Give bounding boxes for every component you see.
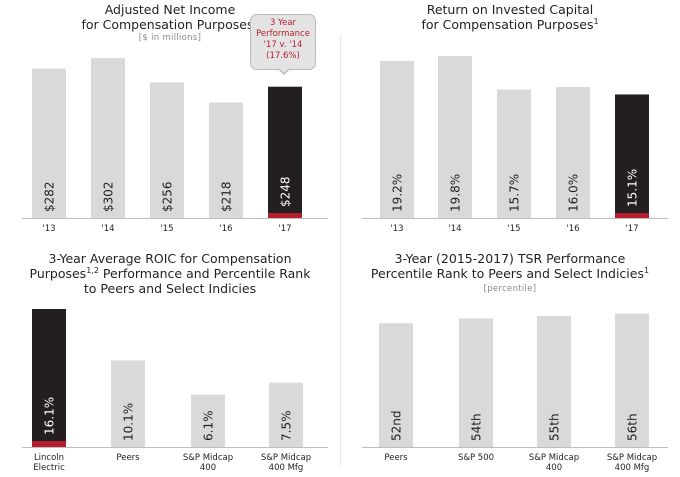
panel-2-title: Return on Invested Capital for Compensat… (340, 2, 680, 32)
value-label: 56th (626, 413, 640, 441)
bar (191, 394, 225, 447)
value-label: $302 (102, 181, 116, 212)
callout-pointer-fill (279, 68, 289, 73)
highlight-bar-accent (615, 213, 649, 218)
highlight-bar (268, 86, 302, 219)
panel-1-subtitle: [$ in millions] (138, 33, 202, 43)
value-label: 15.1% (626, 169, 640, 207)
category-label: Electric (33, 463, 65, 473)
highlight-bar (32, 309, 66, 447)
bar (91, 58, 125, 218)
value-label: 15.7% (508, 174, 522, 212)
bar (209, 102, 243, 218)
panel-3-title-line2: Purposes1,2 Performance and Percentile R… (0, 266, 340, 281)
value-label: $248 (279, 176, 293, 207)
bar (111, 360, 145, 447)
panel-3-title-line3: to Peers and Select Indicies (83, 281, 257, 296)
value-label: 19.8% (449, 174, 463, 212)
category-label: S&P Midcap (261, 453, 311, 463)
value-label: 54th (470, 413, 484, 441)
category-label: '14 (448, 224, 461, 234)
bar (32, 68, 66, 219)
panel-1-title-line1: Adjusted Net Income (104, 2, 236, 17)
panel-1-chart: $282 '13 $302 '14 $256 '15 $218 '16 $248 '17 (22, 58, 328, 234)
panel-3-title-line2-start: Purposes (29, 266, 87, 281)
category-label: '17 (278, 224, 291, 234)
panel-2-title-line1: Return on Invested Capital (426, 2, 594, 17)
value-label: 16.0% (567, 174, 581, 212)
bar (497, 89, 531, 218)
bar (537, 316, 571, 447)
category-label: '15 (160, 224, 173, 234)
footnote-marker: 1 (643, 265, 650, 275)
category-label: S&P 500 (458, 453, 494, 463)
panel-4-title-line2: Percentile Rank to Peers and Select Indi… (340, 266, 680, 281)
callout-line-3: '17 v. '14 (263, 40, 303, 50)
category-label: Peers (116, 453, 140, 463)
value-label: $256 (161, 181, 175, 212)
bar (438, 56, 472, 218)
vertical-divider (340, 36, 341, 466)
bar (615, 313, 649, 447)
highlight-bar-accent (268, 213, 302, 218)
callout-line-2: Performance (256, 29, 310, 39)
bar (269, 382, 303, 447)
category-label: '15 (507, 224, 520, 234)
category-label: '14 (101, 224, 114, 234)
panel-4-title-line1: 3-Year (2015-2017) TSR Performance (394, 251, 626, 266)
value-label: 16.1% (43, 397, 57, 435)
panel-2-title-line2: for Compensation Purposes1 (340, 17, 680, 32)
category-label: Lincoln (34, 453, 64, 463)
category-label: '16 (566, 224, 579, 234)
category-label: '16 (219, 224, 232, 234)
panel-1-title: Adjusted Net Income for Compensation Pur… (0, 2, 340, 32)
callout-line-1: 3 Year (269, 18, 297, 28)
value-label: 10.1% (122, 403, 136, 441)
category-label: 400 (546, 463, 562, 473)
bar (150, 82, 184, 219)
bar (556, 87, 590, 218)
value-label: $218 (220, 181, 234, 212)
value-label: 7.5% (280, 411, 294, 442)
category-label: S&P Midcap (529, 453, 579, 463)
value-label: 6.1% (202, 411, 216, 442)
category-label: 400 Mfg (615, 463, 650, 473)
bar (379, 323, 413, 447)
callout-line-4: (17.6%) (266, 51, 300, 61)
panel-4-title: 3-Year (2015-2017) TSR Performance Perce… (340, 251, 680, 281)
bar (380, 60, 414, 219)
category-label: '13 (390, 224, 403, 234)
panel-3-title: 3-Year Average ROIC for Compensation Pur… (0, 251, 340, 296)
panel-1-title-line2-text: for Compensation Purposes (81, 17, 254, 32)
footnote-marker: 1 (593, 16, 599, 26)
value-label: 19.2% (391, 174, 405, 212)
category-label: S&P Midcap (607, 453, 657, 463)
panel-4-subtitle: [percentile] (483, 284, 537, 294)
footnote-marker: 1,2 (86, 265, 99, 275)
value-label: $282 (43, 181, 57, 212)
highlight-bar-accent (32, 441, 66, 447)
value-label: 55th (548, 413, 562, 441)
category-label: S&P Midcap (183, 453, 233, 463)
panel-3-title-line2-end: Performance and Percentile Rank (98, 266, 311, 281)
panel-4-title-line2-text: Percentile Rank to Peers and Select Indi… (370, 266, 644, 281)
category-label: 400 (200, 463, 216, 473)
panel-2-chart: 19.2% '13 19.8% '14 15.7% '15 16.0% '16 15.1% '17 (362, 56, 668, 234)
performance-callout-box: 3 Year Performance '17 v. '14 (17.6%) (250, 14, 316, 70)
bar (459, 318, 493, 447)
category-label: '17 (625, 224, 638, 234)
panel-2-title-line2-text: for Compensation Purposes (421, 17, 594, 32)
panel-3-title-line1: 3-Year Average ROIC for Compensation (48, 251, 292, 266)
value-label: 52nd (390, 411, 404, 442)
highlight-bar (615, 94, 649, 218)
category-label: 400 Mfg (269, 463, 304, 473)
category-label: Peers (384, 453, 408, 463)
category-label: '13 (42, 224, 55, 234)
